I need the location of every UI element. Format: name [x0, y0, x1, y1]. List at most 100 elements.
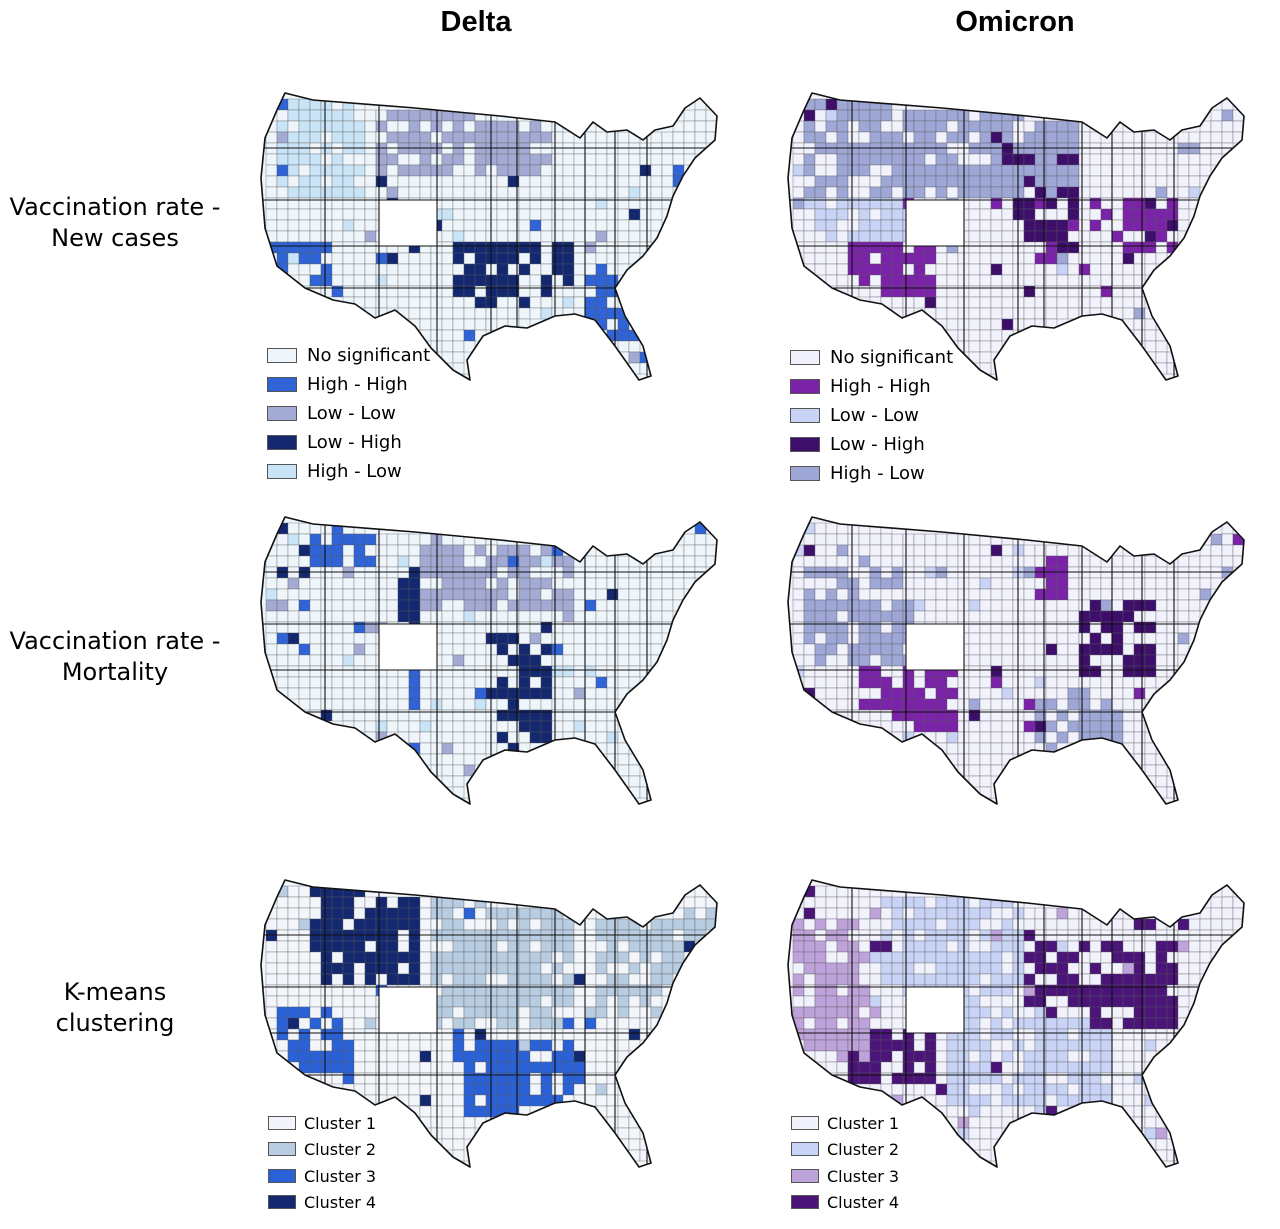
- county-cell: [617, 164, 630, 177]
- county-cell: [792, 186, 805, 199]
- county-cell: [1023, 907, 1036, 920]
- county-cell: [496, 577, 509, 590]
- county-cell: [364, 896, 377, 909]
- county-cell: [342, 698, 355, 711]
- county-cell: [386, 263, 399, 276]
- county-cell: [814, 951, 827, 964]
- county-cell: [276, 918, 289, 931]
- county-cell: [342, 577, 355, 590]
- county-cell: [803, 896, 816, 909]
- county-cell: [298, 995, 311, 1008]
- county-cell: [463, 1028, 476, 1041]
- county-cell: [364, 109, 377, 122]
- county-cell: [891, 610, 904, 623]
- county-cell: [814, 610, 827, 623]
- county-cell: [1067, 208, 1080, 221]
- county-cell: [847, 610, 860, 623]
- county-cell: [309, 962, 322, 975]
- county-cell: [1122, 164, 1135, 177]
- county-cell: [1155, 995, 1168, 1008]
- county-cell: [1188, 962, 1201, 975]
- county-cell: [1001, 1050, 1014, 1063]
- county-cell: [1133, 186, 1146, 199]
- county-cell: [880, 1017, 893, 1030]
- county-cell: [540, 1050, 553, 1063]
- county-cell: [309, 109, 322, 122]
- county-cell: [1155, 1127, 1168, 1140]
- county-cell: [1078, 131, 1091, 144]
- county-cell: [1144, 918, 1157, 931]
- county-cell: [287, 533, 300, 546]
- county-cell: [496, 918, 509, 931]
- county-cell: [650, 951, 663, 964]
- county-cell: [496, 599, 509, 612]
- county-cell: [869, 219, 882, 232]
- county-cell: [1177, 973, 1190, 986]
- county-cell: [419, 307, 432, 320]
- county-cell: [1155, 153, 1168, 166]
- county-cell: [551, 274, 564, 287]
- county-cell: [1111, 940, 1124, 953]
- county-cell: [1100, 1017, 1113, 1030]
- county-cell: [386, 274, 399, 287]
- county-cell: [683, 120, 696, 133]
- county-cell: [979, 676, 992, 689]
- county-cell: [869, 533, 882, 546]
- county-cell: [606, 643, 619, 656]
- county-cell: [902, 120, 915, 133]
- county-cell: [946, 731, 959, 744]
- county-cell: [298, 632, 311, 645]
- county-cell: [276, 208, 289, 221]
- county-cell: [364, 665, 377, 678]
- county-cell: [353, 1061, 366, 1074]
- county-cell: [1045, 544, 1058, 557]
- county-cell: [1045, 131, 1058, 144]
- county-cell: [353, 698, 366, 711]
- county-cell: [320, 940, 333, 953]
- legend-label: Low - Low: [830, 405, 919, 426]
- legend-swatch: [790, 408, 820, 423]
- county-cell: [1122, 665, 1135, 678]
- county-cell: [639, 654, 652, 667]
- county-cell: [463, 340, 476, 353]
- county-cell: [606, 274, 619, 287]
- county-cell: [408, 296, 421, 309]
- county-cell: [441, 577, 454, 590]
- county-cell: [935, 1039, 948, 1052]
- county-cell: [463, 296, 476, 309]
- county-cell: [1078, 296, 1091, 309]
- county-cell: [814, 962, 827, 975]
- county-cell: [496, 131, 509, 144]
- county-cell: [1078, 610, 1091, 623]
- county-cell: [529, 599, 542, 612]
- county-cell: [287, 643, 300, 656]
- county-cell: [397, 263, 410, 276]
- county-cell: [628, 764, 641, 777]
- legend-swatch: [790, 379, 820, 394]
- county-cell: [1100, 1050, 1113, 1063]
- county-cell: [803, 918, 816, 931]
- county-cell: [496, 164, 509, 177]
- county-cell: [441, 742, 454, 755]
- county-cell: [287, 1039, 300, 1052]
- county-cell: [474, 533, 487, 546]
- county-cell: [990, 973, 1003, 986]
- county-cell: [1177, 599, 1190, 612]
- county-cell: [397, 175, 410, 188]
- county-cell: [595, 274, 608, 287]
- county-cell: [463, 742, 476, 755]
- county-cell: [331, 522, 344, 535]
- county-cell: [386, 962, 399, 975]
- county-cell: [595, 1028, 608, 1041]
- county-cell: [584, 940, 597, 953]
- county-cell: [309, 610, 322, 623]
- no-data-state: [905, 199, 965, 247]
- no-data-state: [378, 986, 438, 1034]
- county-cell: [463, 318, 476, 331]
- county-cell: [463, 654, 476, 667]
- county-cell: [1155, 654, 1168, 667]
- county-cell: [858, 164, 871, 177]
- county-cell: [946, 610, 959, 623]
- county-cell: [1001, 1017, 1014, 1030]
- county-cell: [386, 1039, 399, 1052]
